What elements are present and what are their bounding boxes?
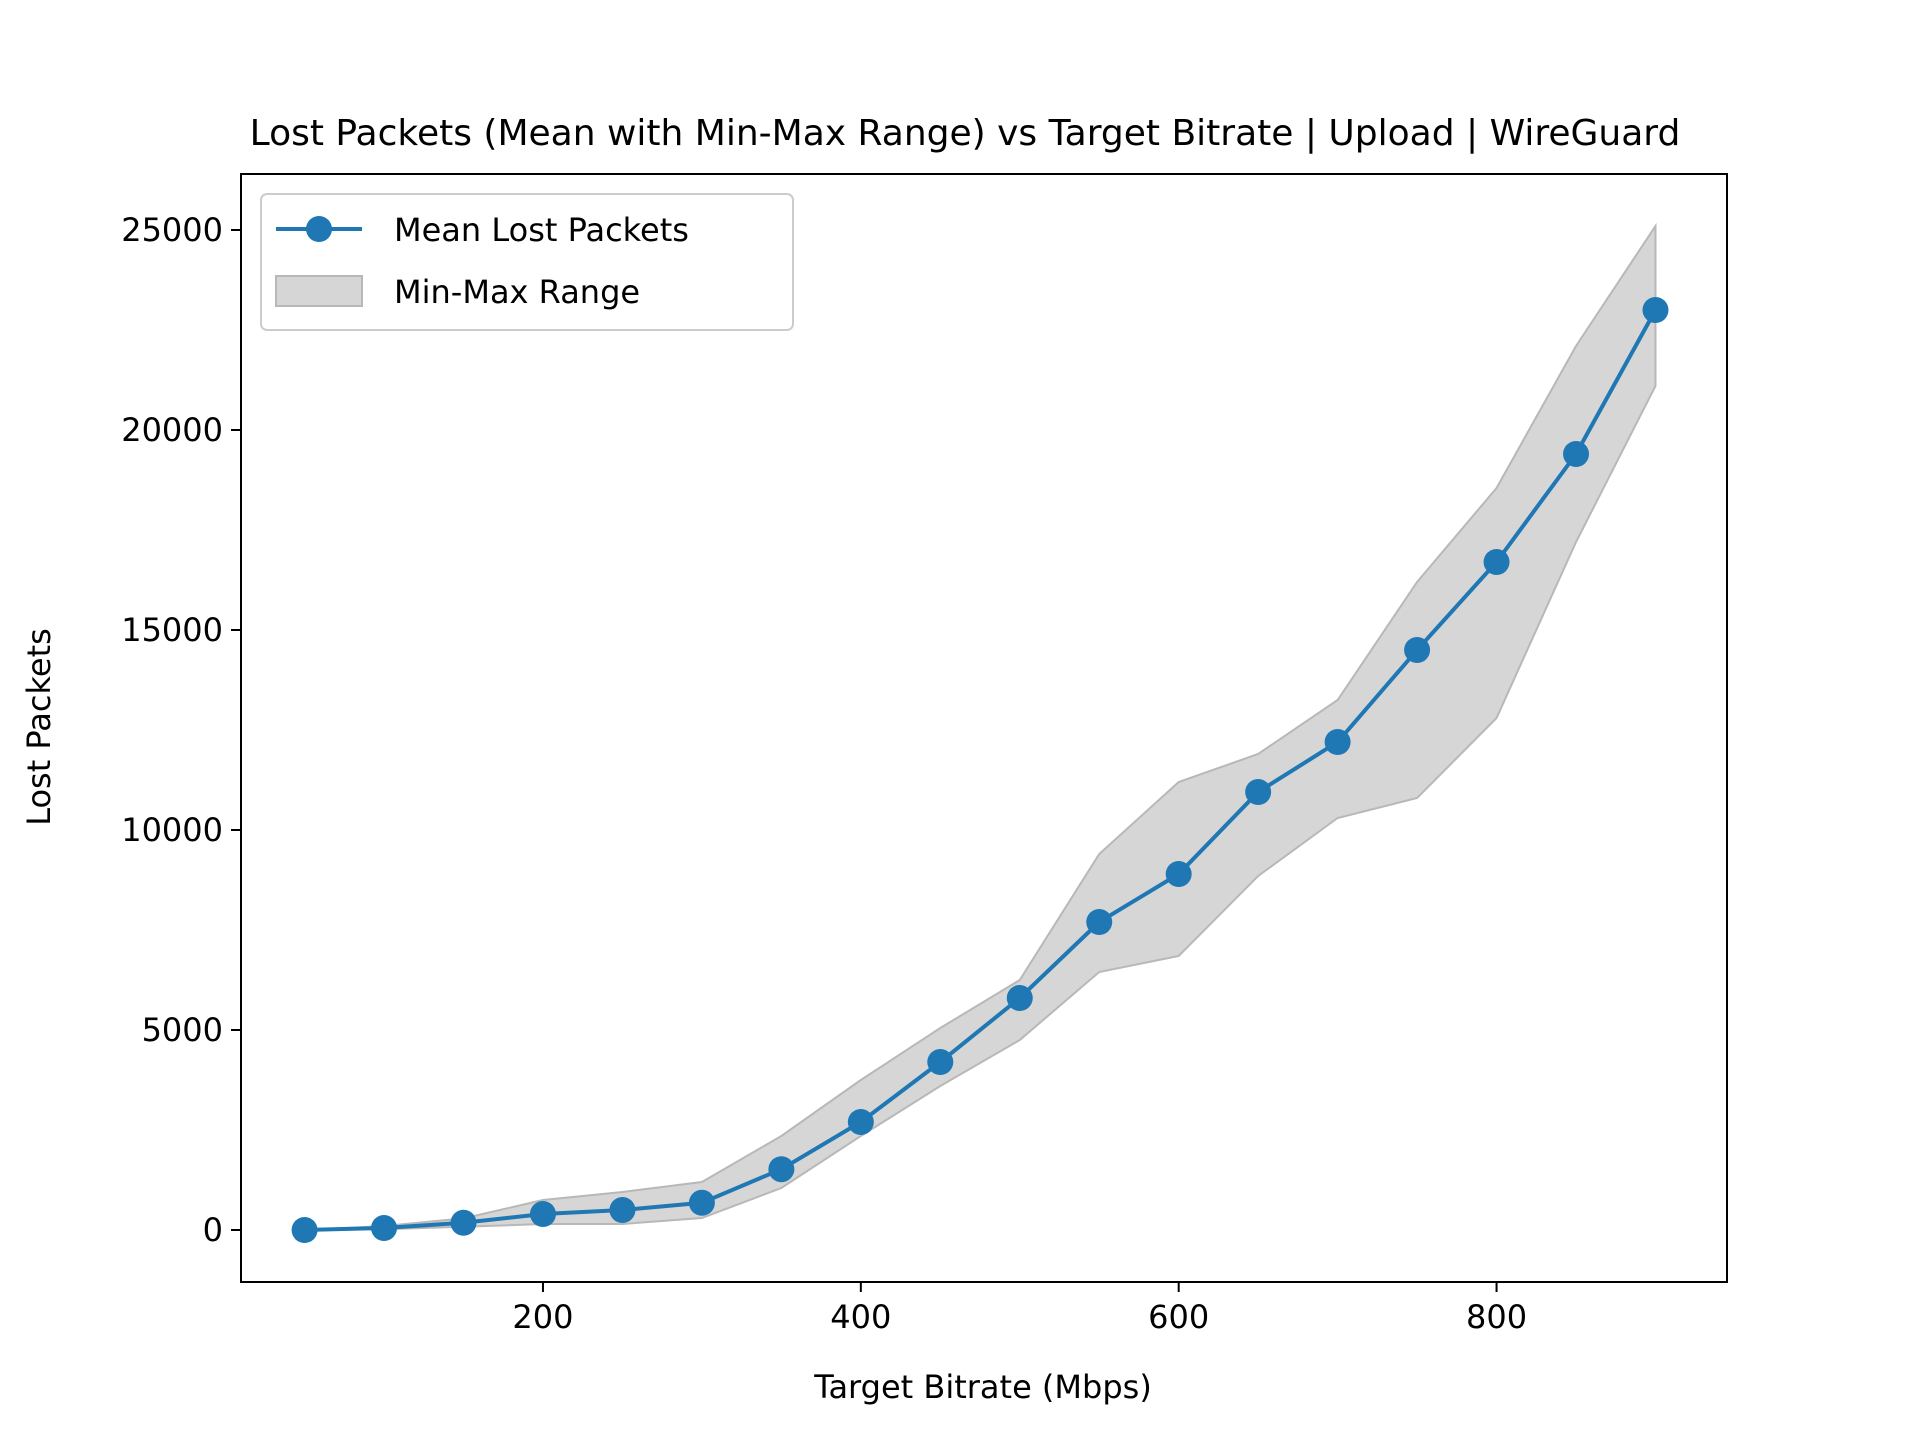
y-tick-label: 15000: [121, 611, 223, 649]
mean-lost-packets-point: [1165, 861, 1192, 887]
mean-lost-packets-point: [927, 1049, 954, 1075]
legend: Mean Lost Packets Min-Max Range: [260, 193, 794, 331]
plot-area-frame: [240, 173, 1728, 1283]
mean-lost-packets-point: [529, 1201, 556, 1227]
legend-box: [260, 193, 794, 331]
x-tick-label: 600: [1148, 1298, 1209, 1336]
legend-band-swatch: [275, 275, 363, 307]
y-axis: 0 5000 10000 15000 20000 25000: [121, 211, 241, 1249]
x-axis-label: Target Bitrate (Mbps): [813, 1368, 1152, 1406]
legend-label-range: Min-Max Range: [394, 273, 640, 311]
chart-title: Lost Packets (Mean with Min-Max Range) v…: [250, 113, 1681, 154]
mean-lost-packets-point: [371, 1215, 398, 1241]
mean-lost-packets-point: [291, 1217, 318, 1243]
mean-lost-packets-point: [1324, 729, 1351, 755]
mean-lost-packets-line: [304, 309, 1658, 1232]
y-tick-label: 5000: [142, 1011, 223, 1049]
y-tick-label: 10000: [121, 811, 223, 849]
x-axis: 200 400 600 800: [512, 1282, 1527, 1336]
mean-lost-packets-point: [609, 1197, 636, 1223]
min-max-range-band: [304, 222, 1657, 1231]
y-tick-label: 0: [203, 1211, 223, 1249]
mean-lost-packets-point: [1563, 441, 1590, 467]
x-tick-label: 200: [512, 1298, 573, 1336]
mean-lost-packets-point: [450, 1209, 477, 1236]
legend-marker-swatch: [306, 216, 332, 242]
mean-lost-packets-point: [1245, 779, 1272, 805]
mean-lost-packets-point: [847, 1109, 874, 1135]
mean-lost-packets-point: [1086, 909, 1113, 935]
mean-lost-packets-point: [1006, 985, 1033, 1011]
mean-series-layer: [291, 297, 1669, 1243]
mean-lost-packets-point: [1483, 549, 1510, 575]
mean-lost-packets-point: [1642, 297, 1669, 323]
x-tick-label: 800: [1466, 1298, 1527, 1336]
mean-lost-packets-point: [768, 1156, 795, 1183]
y-tick-label: 25000: [121, 211, 223, 249]
mean-lost-packets-point: [688, 1189, 715, 1216]
legend-label-mean: Mean Lost Packets: [394, 211, 689, 249]
x-tick-label: 400: [830, 1298, 891, 1336]
min-max-band-layer: [304, 222, 1657, 1231]
y-tick-label: 20000: [121, 411, 223, 449]
mean-lost-packets-point: [1404, 637, 1431, 663]
y-axis-label: Lost Packets: [20, 628, 58, 826]
